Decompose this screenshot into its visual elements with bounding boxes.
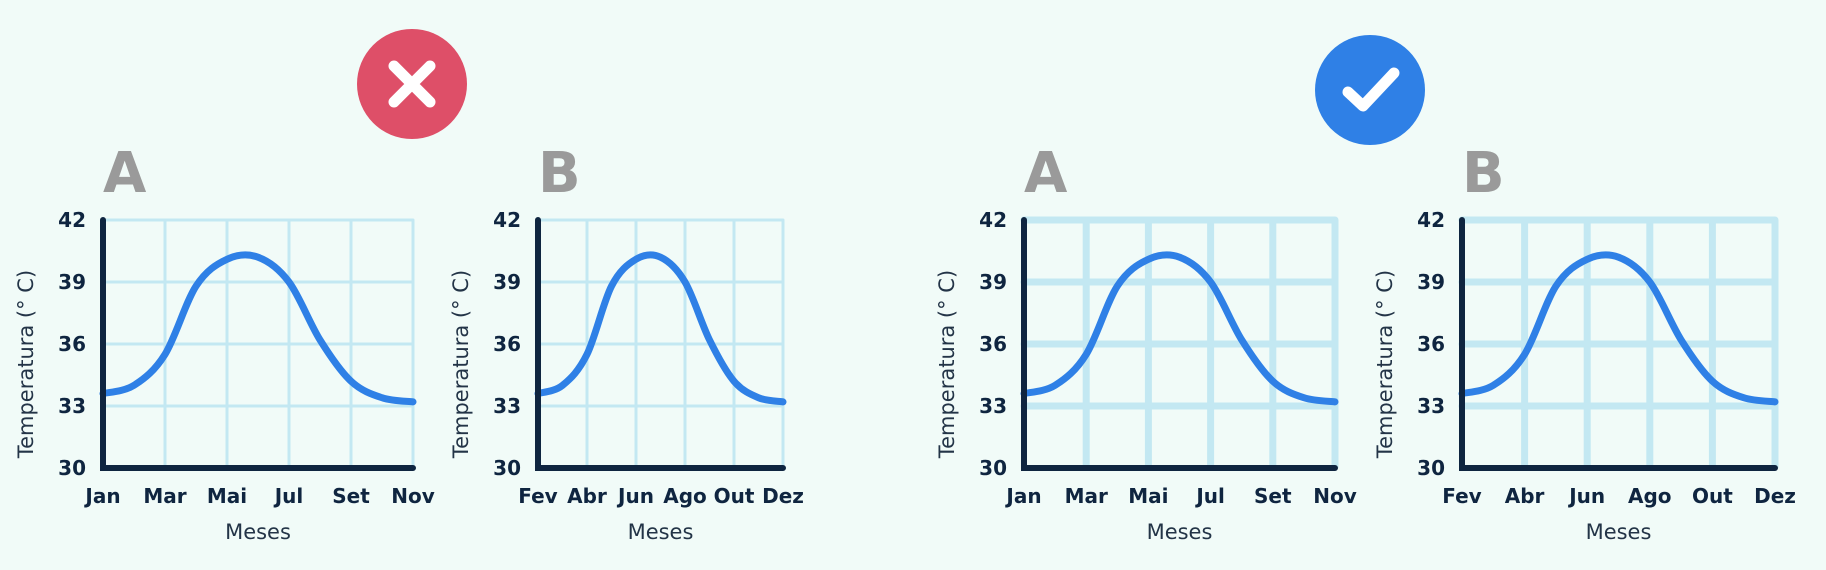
chart-wrong-A: 30 33 36 39 42 Jan Mar Mai Jul Set Nov Meses Tempera… (14, 141, 435, 544)
badges (357, 29, 1425, 145)
chart-wrong-B: 30 33 36 39 42 Fev Abr Jun Ago Out Dez Meses Tempera… (449, 141, 804, 544)
y-tick-label: 33 (979, 394, 1007, 418)
x-tick-label: Ago (1628, 484, 1672, 508)
panel-label: A (103, 141, 147, 206)
x-tick-label: Dez (1754, 484, 1796, 508)
y-tick-label: 39 (58, 270, 86, 294)
x-tick-label: Nov (1313, 484, 1357, 508)
x-axis-label: Meses (1147, 520, 1213, 544)
x-tick-label: Set (1254, 484, 1292, 508)
y-tick-label: 42 (58, 208, 86, 232)
x-tick-label: Mar (1065, 484, 1108, 508)
x-tick-label: Mar (143, 484, 186, 508)
y-tick-label: 36 (979, 332, 1007, 356)
gridlines (1020, 216, 1339, 468)
checkmark-icon (1342, 67, 1400, 112)
panel-label: B (538, 141, 581, 206)
right-badge (1315, 35, 1425, 145)
x-tick-label: Mai (207, 484, 247, 508)
x-tick-label: Abr (1505, 484, 1545, 508)
x-tick-label: Out (1692, 484, 1733, 508)
right-badge-circle (1315, 35, 1425, 145)
x-tick-label: Fev (1442, 484, 1481, 508)
gridlines (1458, 216, 1779, 468)
y-tick-label: 30 (1417, 456, 1445, 480)
y-tick-label: 30 (979, 456, 1007, 480)
y-tick-label: 39 (493, 270, 521, 294)
x-tick-label: Jun (1567, 484, 1605, 508)
y-tick-label: 33 (58, 394, 86, 418)
axes (1021, 217, 1338, 471)
panel-label: A (1024, 141, 1068, 206)
temperature-line (99, 251, 417, 406)
x-tick-label: Set (332, 484, 370, 508)
y-axis-label: Temperatura (° C) (14, 270, 38, 459)
y-tick-label: 36 (493, 332, 521, 356)
y-tick-label: 36 (1417, 332, 1445, 356)
close-icon (388, 60, 436, 108)
y-tick-label: 33 (493, 394, 521, 418)
y-axis-label: Temperatura (° C) (1373, 270, 1397, 459)
axes (100, 217, 416, 471)
chart-right-A: 30 33 36 39 42 Jan Mar Mai Jul Set Nov Meses Tempera… (935, 141, 1357, 544)
y-tick-label: 42 (979, 208, 1007, 232)
charts: 30 33 36 39 42 Jan Mar Mai Jul Set Nov Meses Tempera… (14, 141, 1796, 544)
x-tick-label: Ago (663, 484, 707, 508)
x-tick-label: Jul (273, 484, 304, 508)
axes (1459, 217, 1778, 471)
x-tick-label: Fev (518, 484, 557, 508)
y-tick-label: 42 (1417, 208, 1445, 232)
temperature-line (1458, 251, 1779, 406)
x-tick-label: Jul (1194, 484, 1225, 508)
y-tick-label: 30 (493, 456, 521, 480)
temperature-line (534, 251, 787, 406)
y-axis-label: Temperatura (° C) (449, 270, 473, 459)
x-axis-label: Meses (225, 520, 291, 544)
gridlines (536, 218, 785, 468)
x-tick-label: Out (714, 484, 755, 508)
x-tick-label: Dez (762, 484, 804, 508)
wrong-badge (357, 29, 467, 139)
x-axis-label: Meses (1586, 520, 1652, 544)
y-tick-label: 36 (58, 332, 86, 356)
x-axis-label: Meses (628, 520, 694, 544)
x-tick-label: Nov (391, 484, 435, 508)
y-tick-label: 33 (1417, 394, 1445, 418)
y-tick-label: 39 (979, 270, 1007, 294)
y-tick-label: 42 (493, 208, 521, 232)
temperature-line (1020, 251, 1339, 406)
y-tick-label: 30 (58, 456, 86, 480)
panel-label: B (1462, 141, 1505, 206)
x-tick-label: Abr (567, 484, 607, 508)
x-tick-label: Mai (1128, 484, 1168, 508)
x-tick-label: Jun (616, 484, 654, 508)
chart-right-B: 30 33 36 39 42 Fev Abr Jun Ago Out Dez Meses Tempera… (1373, 141, 1796, 544)
x-tick-label: Jan (83, 484, 120, 508)
axes (535, 217, 786, 471)
y-axis-label: Temperatura (° C) (935, 270, 959, 459)
x-tick-label: Jan (1004, 484, 1041, 508)
y-tick-label: 39 (1417, 270, 1445, 294)
